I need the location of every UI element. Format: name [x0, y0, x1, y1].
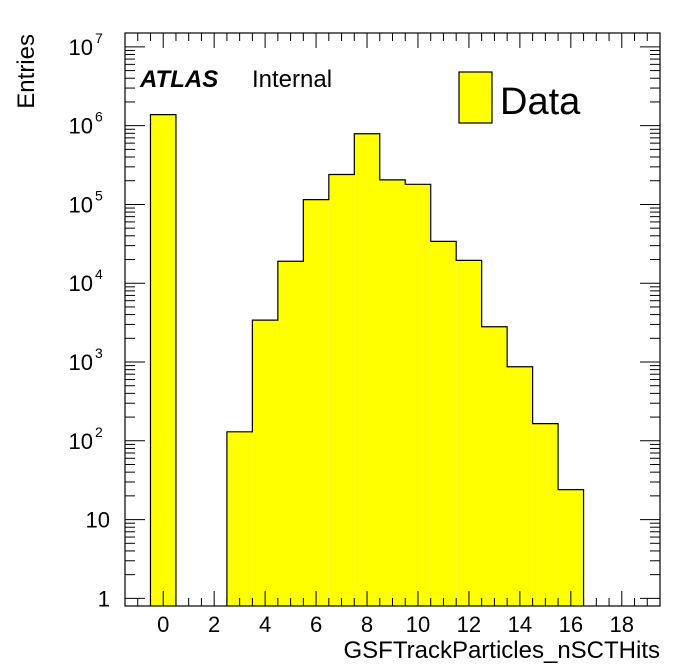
y-tick-label: 10: [69, 429, 93, 454]
histogram-bar: [379, 179, 406, 606]
histogram-bar: [507, 366, 533, 606]
histogram-bar: [328, 174, 355, 607]
x-tick-label: 10: [406, 612, 430, 637]
histogram-bar: [277, 261, 304, 606]
x-axis: 0 2 4 6 8 10 12 14 16 18: [137, 33, 648, 637]
x-axis-title: GSFTrackParticles_nSCTHits: [344, 637, 661, 664]
y-tick-exponent: 6: [95, 109, 103, 125]
y-tick-label: 10: [69, 271, 93, 296]
x-tick-label: 12: [457, 612, 481, 637]
x-tick-label: 2: [208, 612, 220, 637]
x-tick-label: 6: [310, 612, 322, 637]
atlas-sublabel: Internal: [252, 66, 332, 93]
y-tick-exponent: 5: [95, 187, 103, 203]
x-tick-label: 4: [259, 612, 271, 637]
y-tick-label: 1: [98, 586, 110, 611]
y-axis-title: Entries: [13, 34, 40, 109]
y-tick-exponent: 3: [95, 345, 103, 361]
x-tick-label: 18: [610, 612, 634, 637]
x-tick-label: 8: [361, 612, 373, 637]
y-tick-label: 10: [69, 35, 93, 60]
histogram-bar: [456, 260, 482, 606]
x-tick-label: 16: [559, 612, 583, 637]
legend: Data: [458, 71, 581, 124]
y-tick-label: 10: [69, 192, 93, 217]
histogram-bar: [252, 320, 278, 606]
y-tick-label: 10: [86, 508, 110, 533]
y-tick-exponent: 2: [95, 424, 103, 440]
histogram-bar: [405, 184, 431, 606]
x-tick-label: 0: [157, 612, 169, 637]
histogram-bar: [150, 114, 176, 607]
histogram-bar: [430, 241, 457, 606]
histogram-bar: [558, 489, 584, 606]
y-tick-exponent: 4: [95, 266, 103, 282]
histogram-bar: [226, 431, 253, 606]
histogram-bar: [481, 326, 508, 606]
legend-swatch: [458, 71, 493, 124]
legend-label: Data: [500, 81, 581, 123]
histogram-bars: [149, 114, 585, 607]
histogram-outline: [149, 114, 585, 606]
x-tick-label: 14: [508, 612, 532, 637]
y-tick-label: 10: [69, 350, 93, 375]
y-tick-exponent: 7: [95, 30, 103, 46]
histogram-bar: [532, 423, 559, 606]
atlas-label: ATLAS: [139, 66, 218, 93]
histogram-bar: [354, 133, 380, 606]
histogram-bar: [303, 199, 329, 606]
y-tick-label: 10: [69, 114, 93, 139]
